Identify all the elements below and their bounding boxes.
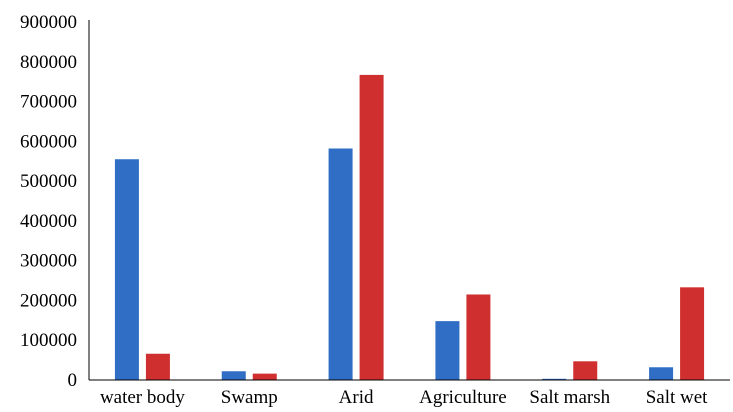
x-category-label: Arid	[339, 387, 374, 407]
y-tick-label: 0	[68, 370, 78, 391]
y-tick-label: 300000	[20, 251, 77, 272]
y-tick-label: 400000	[20, 211, 77, 232]
bar-series-1-water-body	[114, 159, 139, 380]
bar-series-1-arid	[328, 148, 353, 380]
y-tick-label: 800000	[20, 52, 77, 73]
bar-series-2-agriculture	[466, 294, 491, 380]
x-category-label: Salt marsh	[529, 387, 610, 407]
x-category-label: Salt wet	[646, 387, 708, 407]
y-tick-label: 200000	[20, 290, 77, 311]
bar-series-1-salt-marsh	[542, 378, 567, 380]
bar-series-2-water-body	[145, 353, 170, 380]
y-tick-label: 700000	[20, 92, 77, 113]
bar-series-1-agriculture	[435, 321, 460, 380]
x-category-label: Swamp	[221, 387, 278, 407]
bar-series-2-salt-wet	[680, 287, 705, 380]
bar-series-2-arid	[359, 74, 384, 380]
x-category-label: Agriculture	[419, 387, 507, 407]
x-axis-labels: water body Swamp Arid Agriculture Salt marsh…	[100, 387, 708, 408]
bar-series-1-swamp	[221, 371, 246, 380]
y-tick-label: 600000	[20, 131, 77, 152]
y-tick-label: 100000	[20, 330, 77, 351]
x-category-label: water body	[100, 387, 185, 407]
y-tick-label: 900000	[20, 12, 77, 33]
bar-series-2-salt-marsh	[573, 361, 598, 380]
bar-series-2-swamp	[252, 373, 277, 380]
y-axis-ticks: 0 100000 200000 300000 400000 500000 600000 700…	[20, 12, 77, 391]
y-tick-label: 500000	[20, 171, 77, 192]
bar-series-1-salt-wet	[649, 367, 674, 380]
bars	[114, 74, 705, 380]
